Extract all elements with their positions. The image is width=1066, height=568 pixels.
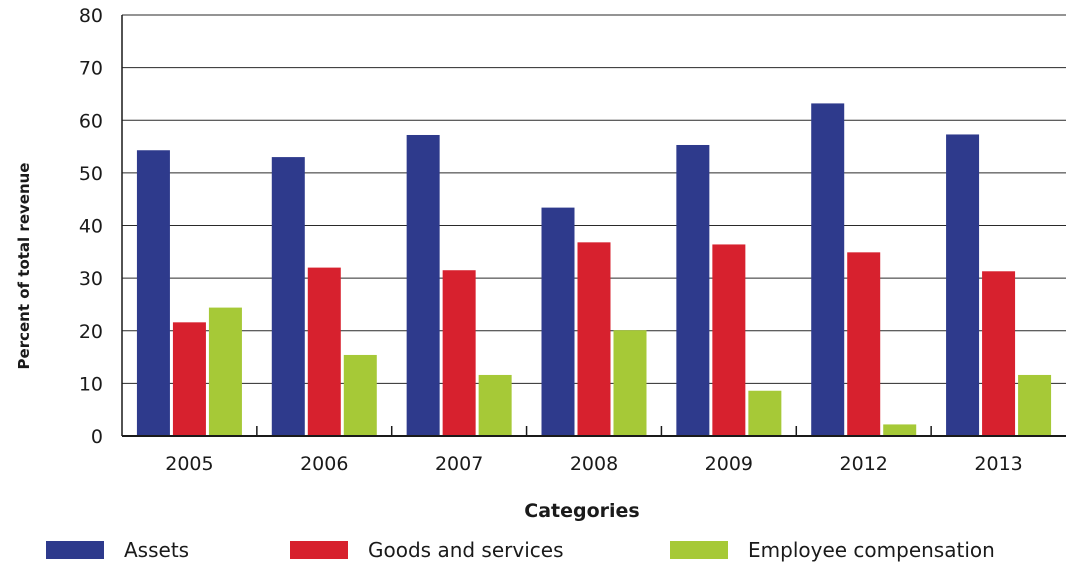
x-tick-label: 2007: [435, 453, 483, 475]
bar-employee-compensation-2008: [613, 330, 647, 436]
legend-item-assets: Assets: [46, 538, 189, 562]
bar-assets-2006: [271, 157, 305, 436]
bar-employee-compensation-2005: [208, 307, 242, 436]
y-tick-label: 50: [79, 163, 103, 185]
bar-assets-2009: [676, 144, 710, 436]
y-tick-label: 30: [79, 268, 103, 290]
y-tick-label: 20: [79, 321, 103, 343]
y-tick-label: 0: [91, 426, 103, 448]
bar-employee-compensation-2006: [343, 354, 377, 436]
bar-goods-and-services-2005: [172, 322, 206, 436]
bar-assets-2005: [136, 150, 170, 436]
y-tick-label: 40: [79, 216, 103, 238]
legend-label-assets: Assets: [124, 538, 190, 562]
bar-employee-compensation-2012: [883, 424, 917, 436]
y-tick-label: 60: [79, 110, 103, 132]
x-tick-labels: 2005 2006 2007 2008 2009 2012 2013: [165, 453, 1023, 475]
legend-swatch-employee-compensation: [670, 541, 728, 559]
legend-swatch-assets: [46, 541, 104, 559]
bar-goods-and-services-2009: [712, 244, 746, 436]
y-tick-label: 80: [79, 5, 103, 27]
bar-goods-and-services-2007: [442, 270, 476, 436]
legend: Assets Goods and services Employee compe…: [46, 538, 1046, 568]
bar-assets-2008: [541, 207, 575, 436]
bar-goods-and-services-2008: [577, 242, 611, 436]
x-tick-label: 2005: [165, 453, 213, 475]
x-tick-label: 2006: [300, 453, 348, 475]
bar-employee-compensation-2007: [478, 374, 512, 436]
bar-assets-2013: [946, 134, 980, 437]
x-tick-label: 2012: [840, 453, 888, 475]
x-tick-label: 2008: [570, 453, 618, 475]
x-tick-label: 2013: [974, 453, 1022, 475]
y-axis-title: Percent of total revenue: [15, 163, 33, 370]
x-axis-title: Categories: [524, 500, 639, 522]
legend-item-goods-and-services: Goods and services: [290, 538, 564, 562]
y-tick-labels: 0 10 20 30 40 50 60 70 80: [79, 5, 103, 448]
x-tick-label: 2009: [705, 453, 753, 475]
y-tick-label: 70: [79, 58, 103, 80]
axes: [121, 15, 1066, 437]
bar-goods-and-services-2012: [847, 252, 881, 436]
bar-goods-and-services-2006: [307, 267, 341, 436]
bar-goods-and-services-2013: [982, 271, 1016, 436]
bar-employee-compensation-2013: [1018, 374, 1052, 436]
bars: [136, 103, 1052, 437]
bar-assets-2012: [811, 103, 845, 436]
bar-assets-2007: [406, 134, 440, 437]
y-tick-label: 10: [79, 373, 103, 395]
legend-swatch-goods-and-services: [290, 541, 348, 559]
legend-label-goods-and-services: Goods and services: [368, 538, 564, 562]
legend-label-employee-compensation: Employee compensation: [748, 538, 995, 562]
bar-employee-compensation-2009: [748, 390, 782, 436]
legend-item-employee-compensation: Employee compensation: [670, 538, 995, 562]
